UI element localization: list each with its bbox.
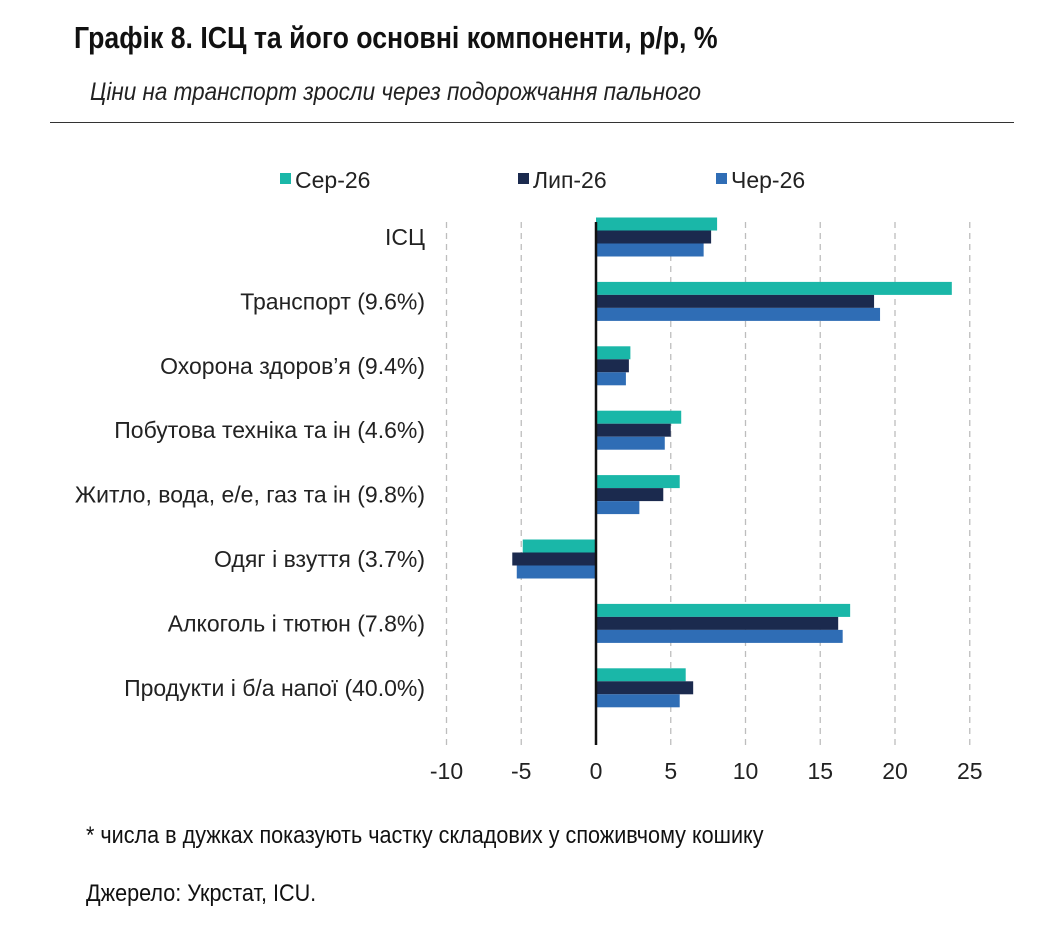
chart-title: Графік 8. ІСЦ та його основні компоненти… [74, 20, 718, 55]
legend-label: Сер-26 [295, 167, 370, 193]
category-labels: ІСЦ Транспорт (9.6%) Охорона здоров’я (9.4… [75, 224, 425, 701]
bar [596, 307, 881, 321]
legend-swatch [518, 173, 529, 184]
bar [596, 616, 839, 630]
chart-legend: Сер-26 Лип-26 Чер-26 [280, 167, 805, 193]
bar [596, 294, 875, 308]
category-label: Охорона здоров’я (9.4%) [160, 353, 425, 379]
category-label: Транспорт (9.6%) [240, 288, 425, 314]
x-tick-labels: -10 -5 0 5 10 15 20 25 [430, 758, 983, 784]
x-tick-label: 0 [590, 758, 603, 784]
x-tick-label: 10 [733, 758, 759, 784]
bar [516, 565, 596, 579]
chart-bars [512, 217, 952, 708]
bar [522, 539, 596, 553]
category-label: Побутова техніка та ін (4.6%) [114, 417, 425, 443]
bar [596, 603, 851, 617]
legend-label: Чер-26 [731, 167, 805, 193]
source-note: Джерело: Укрстат, ICU. [86, 880, 317, 907]
bar [596, 217, 718, 231]
bar [596, 436, 665, 450]
bar-chart: ІСЦ Транспорт (9.6%) Охорона здоров’я (9.4… [75, 167, 983, 784]
bar [596, 423, 671, 437]
footnote: * числа в дужках показують частку складо… [86, 822, 764, 849]
bar [596, 501, 640, 515]
bar [596, 410, 682, 424]
legend-label: Лип-26 [533, 167, 607, 193]
x-tick-label: 5 [664, 758, 677, 784]
category-label: Продукти і б/а напої (40.0%) [124, 675, 425, 701]
bar [596, 230, 712, 244]
x-tick-label: -10 [430, 758, 463, 784]
category-label: ІСЦ [385, 224, 425, 250]
header-divider [50, 122, 1014, 123]
bar [596, 694, 680, 708]
bar [512, 552, 596, 566]
bar [596, 281, 952, 295]
x-tick-label: 15 [807, 758, 833, 784]
bar [596, 475, 680, 489]
chart-subtitle: Ціни на транспорт зросли через подорожча… [90, 78, 702, 106]
legend-swatch [280, 173, 291, 184]
bar [596, 359, 629, 373]
bar [596, 243, 704, 257]
bar [596, 629, 843, 643]
x-tick-label: 20 [882, 758, 908, 784]
bar [596, 372, 626, 386]
bar [596, 668, 686, 682]
category-label: Житло, вода, е/е, газ та ін (9.8%) [75, 482, 425, 508]
bar [596, 346, 631, 360]
category-label: Алкоголь і тютюн (7.8%) [168, 610, 425, 636]
x-tick-label: 25 [957, 758, 983, 784]
bar [596, 488, 664, 502]
category-label: Одяг і взуття (3.7%) [214, 546, 425, 572]
bar [596, 681, 694, 695]
x-tick-label: -5 [511, 758, 531, 784]
legend-swatch [716, 173, 727, 184]
